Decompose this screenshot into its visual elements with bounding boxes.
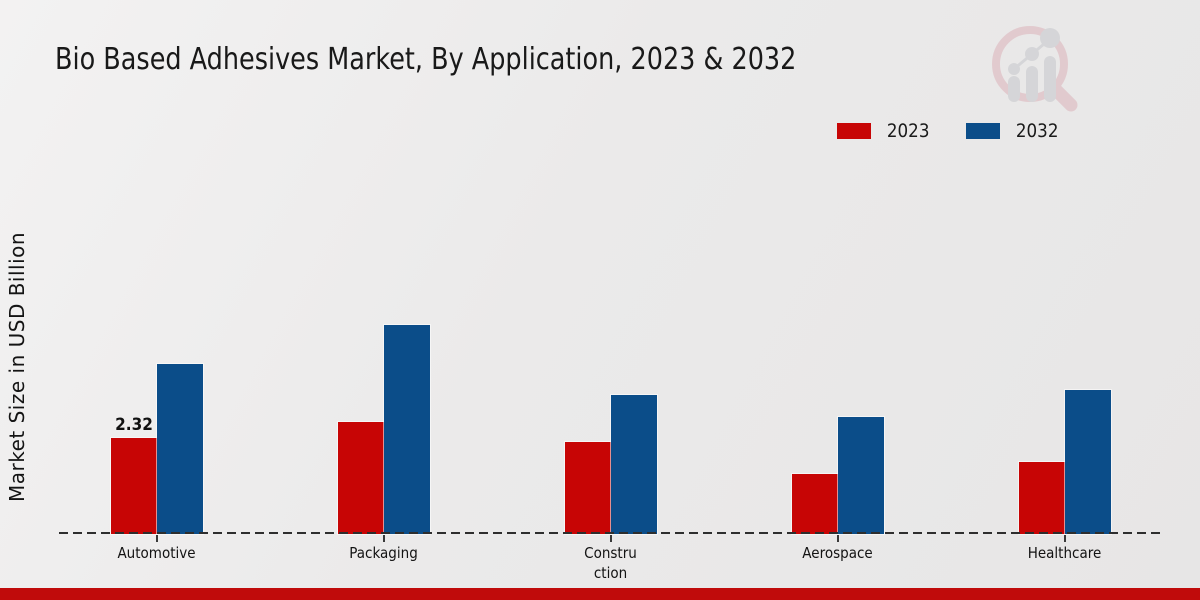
x-axis-tick <box>382 535 385 542</box>
magnifier-growth-chart-logo-icon <box>992 26 1078 112</box>
legend-label-2032: 2032 <box>1016 120 1059 142</box>
category-group-aerospace: Aerospace <box>724 294 951 562</box>
category-group-constru-ction: Constru ction <box>497 294 724 582</box>
x-axis-baseline <box>59 532 1160 534</box>
legend-item-2023: 2023 <box>837 120 932 142</box>
bar-2023-automotive: 2.32 <box>110 415 157 534</box>
x-axis-tick <box>1063 535 1066 542</box>
legend-swatch-2023 <box>837 123 871 139</box>
category-label-constru-ction: Constru ction <box>584 544 637 582</box>
category-label-aerospace: Aerospace <box>802 544 873 562</box>
legend-label-2023: 2023 <box>886 120 930 142</box>
bar-2032-automotive <box>156 364 203 534</box>
bar-value-label: 2.32 <box>114 415 153 435</box>
category-group-automotive: 2.32 Automotive <box>43 294 270 562</box>
bar-2032-healthcare <box>1064 390 1111 534</box>
category-label-packaging: Packaging <box>349 544 418 562</box>
category-group-packaging: Packaging <box>270 294 497 562</box>
chart-title: Bio Based Adhesives Market, By Applicati… <box>55 42 797 77</box>
x-axis-tick <box>836 535 839 542</box>
bar-2023-packaging <box>337 422 384 534</box>
bar-2032-packaging <box>383 325 430 534</box>
x-axis-tick <box>609 535 612 542</box>
bar-2023-aerospace <box>791 474 838 534</box>
legend-swatch-2032 <box>966 123 1001 139</box>
bar-2023-healthcare <box>1018 462 1065 534</box>
category-group-healthcare: Healthcare <box>951 294 1178 562</box>
bar-2023-constru-ction <box>564 442 611 534</box>
x-axis-tick <box>155 535 158 542</box>
bar-2032-aerospace <box>837 417 884 534</box>
plot-area: 2.32 Automotive Packaging Constru ction Aero… <box>43 294 1178 582</box>
y-axis-label: Market Size in USD Billion <box>5 231 29 503</box>
bottom-accent-bar <box>0 588 1200 600</box>
category-label-healthcare: Healthcare <box>1027 544 1102 562</box>
legend-item-2032: 2032 <box>966 120 1061 142</box>
legend: 2023 2032 <box>837 120 1062 142</box>
bar-2032-constru-ction <box>610 395 657 534</box>
category-label-automotive: Automotive <box>117 544 196 562</box>
